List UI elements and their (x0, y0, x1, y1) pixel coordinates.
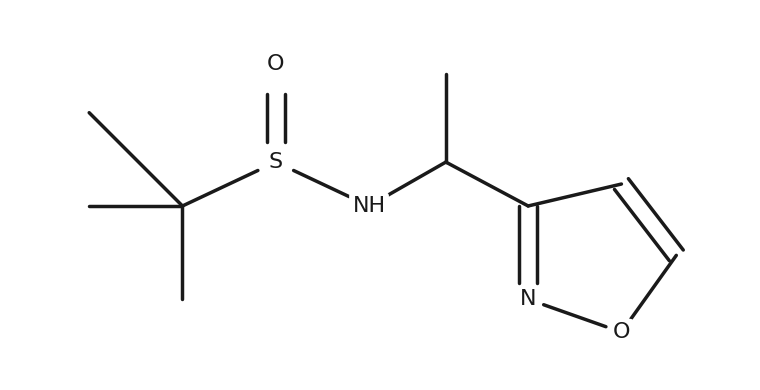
Text: O: O (267, 54, 284, 74)
Text: O: O (613, 322, 630, 342)
Text: N: N (520, 289, 537, 309)
Text: NH: NH (353, 196, 385, 216)
Text: S: S (269, 152, 283, 172)
